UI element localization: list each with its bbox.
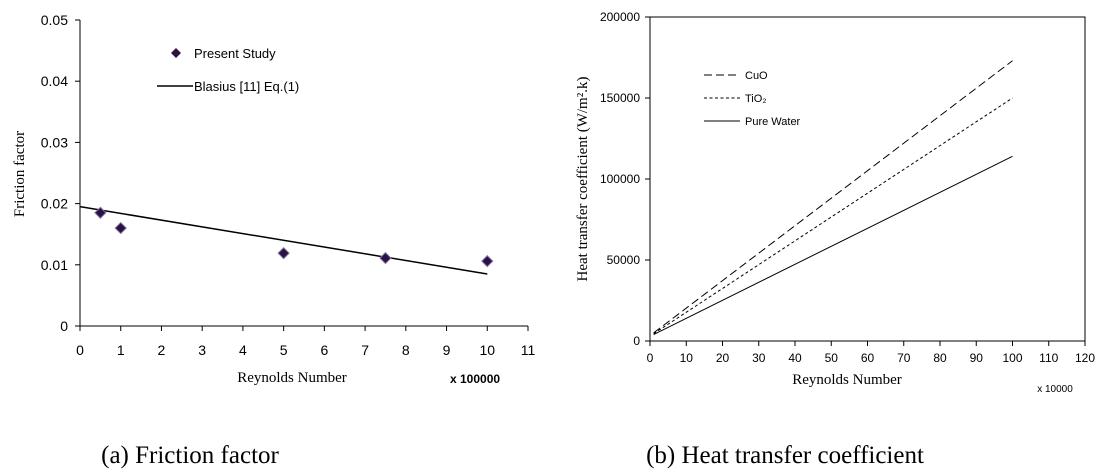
y-tick-label: 0.03: [41, 134, 68, 150]
x-tick-label: 6: [320, 342, 328, 358]
y-tick-label: 100000: [600, 172, 640, 186]
x-tick-label: 20: [716, 351, 730, 365]
x-tick-label: 8: [402, 342, 410, 358]
y-axis-title: Friction factor: [12, 131, 28, 217]
x-multiplier-label: x 100000: [450, 372, 500, 386]
x-tick-label: 70: [897, 351, 911, 365]
x-tick-label: 3: [198, 342, 206, 358]
y-tick-label: 150000: [600, 91, 640, 105]
y-tick-label: 200000: [600, 10, 640, 24]
x-tick-label: 0: [647, 351, 654, 365]
series-line-pure-water: [653, 155, 1013, 335]
data-point-present-study: [114, 221, 127, 235]
x-tick-label: 11: [521, 342, 536, 358]
data-point-present-study: [379, 251, 392, 265]
plot-area-border: [649, 16, 1086, 342]
x-tick-label: 50: [825, 351, 839, 365]
legend-label-present-study: Present Study: [194, 46, 276, 61]
x-tick-label: 120: [1075, 351, 1095, 365]
x-tick-label: 90: [970, 351, 984, 365]
legend-marker-present-study: [171, 48, 181, 58]
x-tick-label: 100: [1002, 351, 1022, 365]
y-tick-label: 50000: [607, 253, 641, 267]
x-tick-label: 5: [280, 342, 288, 358]
legend-label-blasius: Blasius [11] Eq.(1): [194, 79, 299, 94]
legend-label-pure-water: Pure Water: [745, 116, 801, 128]
y-tick-label: 0.05: [41, 12, 68, 28]
series-line-blasius: [79, 205, 488, 275]
data-point-present-study: [481, 254, 494, 268]
x-tick-label: 0: [76, 342, 84, 358]
series-line-tio2: [653, 97, 1013, 335]
legend-label-tio2: TiO₂: [745, 93, 767, 105]
x-tick-label: 80: [933, 351, 947, 365]
y-axis-title: Heat transfer coefficient (W/m².k): [575, 77, 591, 282]
friction-factor-chart: 0 0.01 0.02 0.03 0.04 0.05 0 1 2 3 4 5 6 7 8 9 10 11 Reyno…: [12, 12, 535, 469]
caption-a: (a) Friction factor: [101, 442, 279, 469]
y-tick-label: 0: [60, 318, 68, 334]
data-point-present-study: [94, 206, 107, 219]
x-tick-label: 9: [443, 342, 451, 358]
x-axis-title: Reynolds Number: [237, 370, 347, 386]
x-tick-label: 110: [1039, 351, 1058, 365]
x-axis-title: Reynolds Number: [792, 372, 902, 388]
x-tick-label: 60: [861, 351, 875, 365]
legend-label-cuo: CuO: [745, 70, 768, 82]
x-multiplier-label: x 10000: [1037, 384, 1073, 395]
series-line-cuo: [653, 60, 1013, 334]
x-tick-label: 1: [117, 342, 125, 358]
y-tick-label: 0.04: [41, 73, 68, 89]
y-tick-label: 0.01: [41, 257, 68, 273]
x-tick-label: 40: [788, 351, 802, 365]
data-point-present-study: [277, 246, 290, 260]
x-tick-label: 4: [239, 342, 247, 358]
x-tick-label: 2: [158, 342, 166, 358]
x-tick-label: 10: [680, 351, 694, 365]
x-tick-label: 7: [361, 342, 369, 358]
x-tick-label: 30: [752, 351, 766, 365]
heat-transfer-chart: 0 50000 100000 150000 200000 0 10 20 30 40 50 60 70 8…: [575, 10, 1095, 469]
y-tick-label: 0.02: [41, 196, 68, 212]
caption-b: (b) Heat transfer coefficient: [646, 442, 924, 469]
y-tick-label: 0: [633, 334, 640, 348]
x-tick-label: 10: [479, 342, 495, 358]
